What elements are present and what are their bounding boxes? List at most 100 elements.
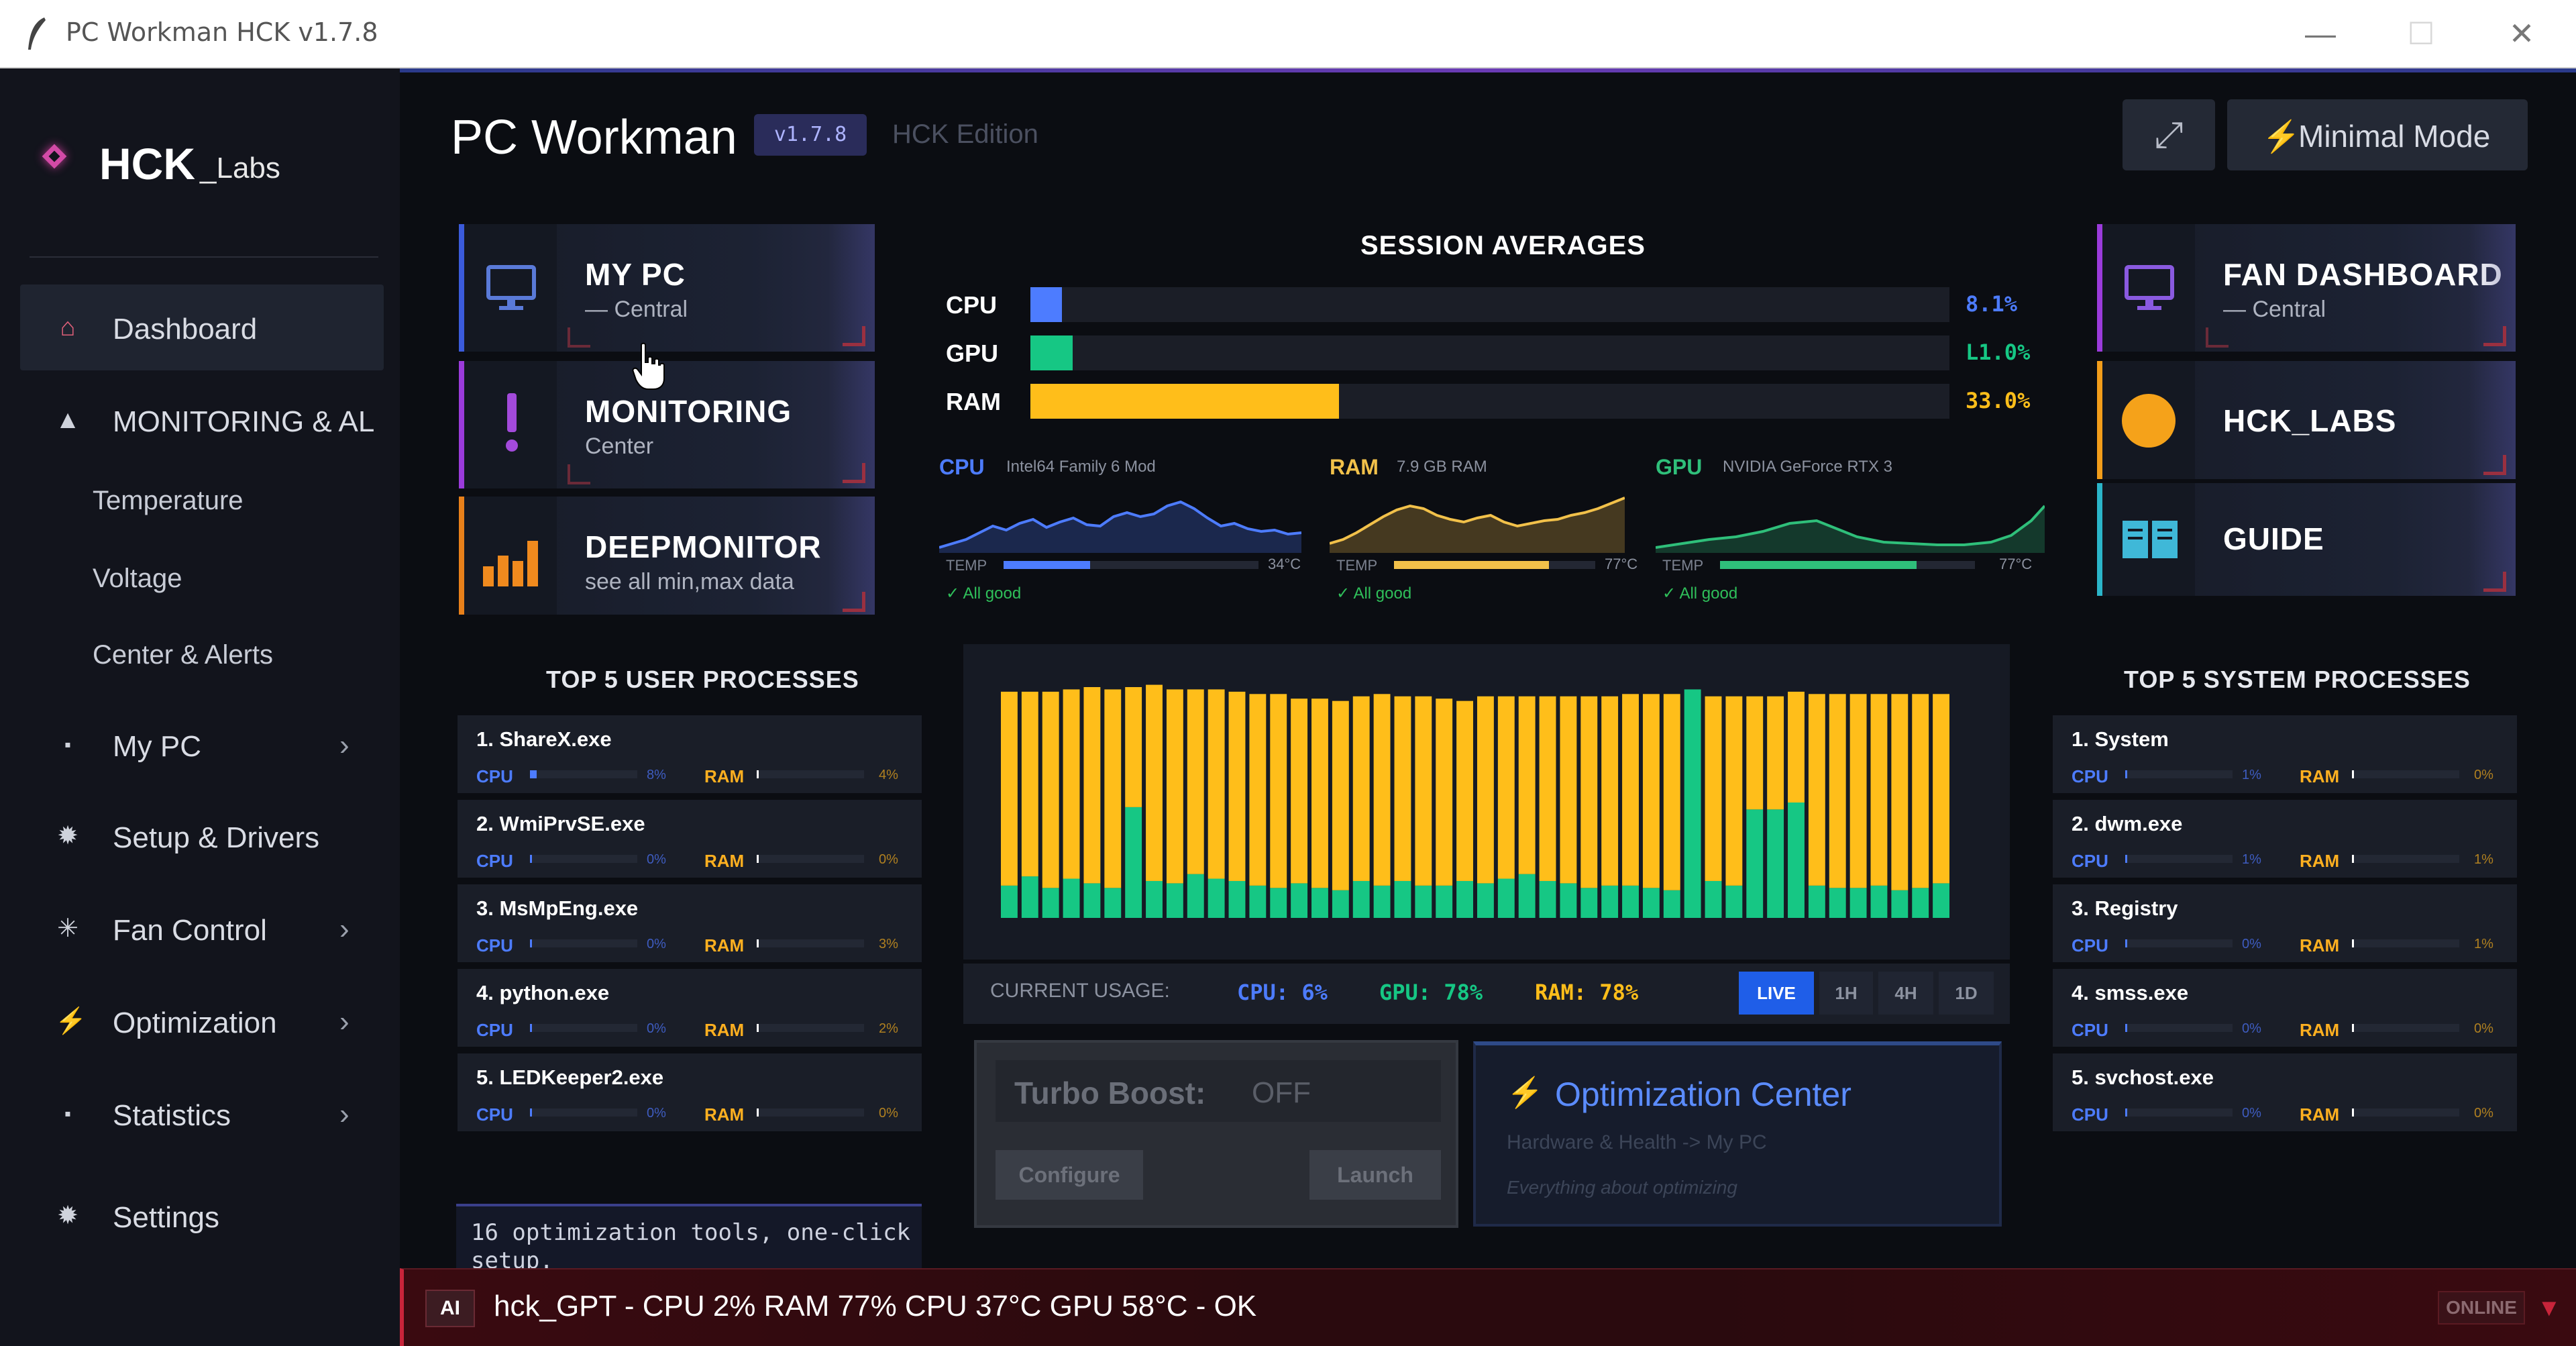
process-ram-fill xyxy=(2352,855,2355,863)
minimal-mode-button[interactable]: ⚡ Minimal Mode xyxy=(2227,99,2528,170)
stats-icon: ▪ xyxy=(64,1103,71,1124)
sidebar-item-my-pc[interactable]: ▪ My PC › xyxy=(20,702,384,788)
process-cpu-fill xyxy=(2125,855,2128,863)
usage-bar-yellow xyxy=(1291,698,1308,884)
dropdown-triangle-icon[interactable]: ▼ xyxy=(2537,1294,2561,1321)
gpu-sparkline xyxy=(1656,505,2045,553)
optimization-center-title: Optimization Center xyxy=(1555,1076,1851,1113)
usage-bar-yellow xyxy=(1788,691,1805,803)
close-button[interactable]: ✕ xyxy=(2508,16,2535,51)
process-name: 5. LEDKeeper2.exe xyxy=(476,1066,664,1089)
sidebar-subitem-temperature[interactable]: Temperature xyxy=(93,486,244,515)
session-ram-track xyxy=(1030,384,1949,419)
process-ram-label: RAM xyxy=(2300,1020,2340,1040)
sidebar-subitem-voltage[interactable]: Voltage xyxy=(93,564,182,593)
process-ram-fill xyxy=(757,939,759,947)
process-ram-value: 0% xyxy=(879,1106,898,1121)
process-row[interactable]: 4. python.exe CPU 0% RAM 2% xyxy=(458,969,922,1047)
card-title: FAN DASHBOARD xyxy=(2223,257,2503,292)
turbo-boost-toggle[interactable]: Turbo Boost: OFF xyxy=(996,1060,1441,1122)
card-my-pc[interactable]: MY PC — Central xyxy=(459,224,875,352)
sidebar-item-label: Statistics xyxy=(113,1099,231,1132)
process-cpu-fill xyxy=(2125,1024,2128,1032)
process-row[interactable]: 1. System CPU 1% RAM 0% xyxy=(2053,715,2517,793)
range-1d-button[interactable]: 1D xyxy=(1939,972,1994,1015)
process-ram-label: RAM xyxy=(2300,766,2340,786)
usage-bar-yellow xyxy=(1725,696,1743,886)
process-ram-track xyxy=(2352,770,2459,778)
sidebar-item-monitoring[interactable]: ▲ MONITORING & AL xyxy=(20,377,384,463)
process-row[interactable]: 3. MsMpEng.exe CPU 0% RAM 3% xyxy=(458,884,922,962)
optimization-center-panel[interactable]: ⚡ Optimization Center Hardware & Health … xyxy=(1473,1041,2002,1227)
system-processes-title: TOP 5 SYSTEM PROCESSES xyxy=(2124,666,2471,693)
process-cpu-label: CPU xyxy=(476,1020,513,1040)
sidebar-subitem-center-alerts[interactable]: Center & Alerts xyxy=(93,640,274,670)
sidebar-item-dashboard[interactable]: ⌂ Dashboard xyxy=(20,284,384,370)
usage-bar-yellow xyxy=(1663,694,1680,890)
process-cpu-fill xyxy=(530,939,533,947)
edition-label: HCK Edition xyxy=(892,119,1038,149)
monitor-icon xyxy=(2125,265,2174,310)
process-row[interactable]: 5. LEDKeeper2.exe CPU 0% RAM 0% xyxy=(458,1053,922,1131)
minimize-button[interactable]: — xyxy=(2305,16,2336,51)
process-cpu-value: 1% xyxy=(2242,768,2261,782)
process-row[interactable]: 4. smss.exe CPU 0% RAM 0% xyxy=(2053,969,2517,1047)
usage-bar-yellow xyxy=(1933,694,1949,884)
session-ram-fill xyxy=(1030,384,1340,419)
sidebar-item-optimization[interactable]: ⚡ Optimization › xyxy=(20,978,384,1064)
card-subtitle: — Central xyxy=(2223,297,2326,322)
mini-temp-value: 77°C xyxy=(1999,556,2033,572)
session-cpu-fill xyxy=(1030,287,1062,322)
process-row[interactable]: 2. dwm.exe CPU 1% RAM 1% xyxy=(2053,800,2517,878)
process-row[interactable]: 5. svchost.exe CPU 0% RAM 0% xyxy=(2053,1053,2517,1131)
process-row[interactable]: 3. Registry CPU 0% RAM 1% xyxy=(2053,884,2517,962)
process-ram-label: RAM xyxy=(2300,851,2340,871)
card-glow xyxy=(2469,224,2516,352)
card-deepmonitor[interactable]: DEEPMONITOR see all min,max data xyxy=(459,497,875,615)
sidebar-item-fan-control[interactable]: ✳ Fan Control › xyxy=(20,886,384,972)
sidebar-item-statistics[interactable]: ▪ Statistics › xyxy=(20,1071,384,1157)
usage-bar-green xyxy=(1663,890,1680,918)
card-corner xyxy=(2483,326,2506,346)
current-ram: RAM: 78% xyxy=(1535,980,1639,1005)
usage-bar-yellow xyxy=(1083,687,1101,884)
usage-bar-yellow xyxy=(1767,696,1784,810)
range-4h-button[interactable]: 4H xyxy=(1878,972,1933,1015)
card-accent xyxy=(459,224,464,352)
process-cpu-label: CPU xyxy=(476,766,513,786)
process-cpu-value: 0% xyxy=(647,1106,666,1121)
configure-button[interactable]: Configure xyxy=(996,1150,1143,1200)
sidebar-item-label: MONITORING & AL xyxy=(113,405,375,438)
launch-button[interactable]: Launch xyxy=(1309,1150,1441,1200)
maximize-button[interactable]: ☐ xyxy=(2407,16,2435,51)
process-row[interactable]: 2. WmiPrvSE.exe CPU 0% RAM 0% xyxy=(458,800,922,878)
mini-panel-ram: RAM 7.9 GB RAM TEMP 77°C ✓ All good xyxy=(1330,448,1705,616)
usage-bar-yellow xyxy=(1146,684,1163,881)
sidebar-item-settings[interactable]: ✹ Settings xyxy=(20,1173,384,1259)
usage-bar-yellow xyxy=(1166,689,1183,884)
version-badge: v1.7.8 xyxy=(754,114,867,156)
mini-title: RAM xyxy=(1330,455,1379,479)
card-hck-labs[interactable]: HCK_LABS xyxy=(2097,361,2516,479)
usage-bar-yellow xyxy=(1352,696,1370,881)
orange-circle-icon xyxy=(2122,394,2176,448)
card-fan-dashboard[interactable]: FAN DASHBOARD — Central xyxy=(2097,224,2516,352)
sidebar-item-setup-drivers[interactable]: ✹ Setup & Drivers xyxy=(20,793,384,879)
mini-temp-fill xyxy=(1394,561,1549,569)
session-cpu-value: 8.1% xyxy=(1966,291,2018,317)
range-1h-button[interactable]: 1H xyxy=(1819,972,1873,1015)
card-glow xyxy=(2469,483,2516,596)
current-cpu: CPU: 6% xyxy=(1237,980,1328,1005)
mini-title: CPU xyxy=(939,455,985,479)
usage-bar-yellow xyxy=(1104,689,1122,888)
card-monitoring[interactable]: MONITORING Center xyxy=(459,361,875,488)
process-ram-track xyxy=(2352,1108,2459,1117)
expand-button[interactable]: ⤢ xyxy=(2123,99,2215,170)
card-guide[interactable]: GUIDE xyxy=(2097,483,2516,596)
bolt-icon: ⚡ xyxy=(55,1007,87,1035)
usage-bar-green xyxy=(1311,888,1328,918)
session-cpu-track xyxy=(1030,287,1949,322)
process-row[interactable]: 1. ShareX.exe CPU 8% RAM 4% xyxy=(458,715,922,793)
range-live-button[interactable]: LIVE xyxy=(1739,972,1814,1015)
usage-bar-yellow xyxy=(1394,696,1411,881)
